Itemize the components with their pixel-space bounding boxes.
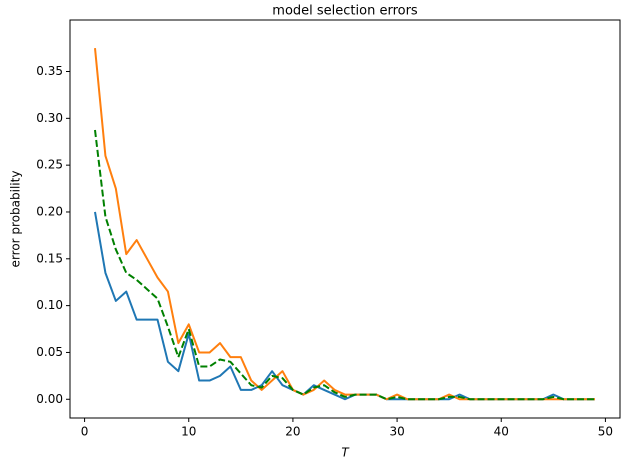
- chart-title: model selection errors: [272, 4, 418, 19]
- series-line: [94, 47, 595, 401]
- x-axis-label: T: [341, 446, 350, 460]
- series-line: [94, 129, 595, 401]
- y-tick-label: 0.25: [36, 158, 63, 172]
- x-tick-label: 0: [81, 425, 89, 439]
- y-tick-label: 0.20: [36, 204, 63, 218]
- y-tick-label: 0.10: [36, 298, 63, 312]
- x-tick-label: 30: [389, 425, 404, 439]
- y-tick-label: 0.05: [36, 345, 63, 359]
- x-tick-label: 40: [494, 425, 509, 439]
- y-tick-label: 0.15: [36, 251, 63, 265]
- x-tick-label: 50: [598, 425, 613, 439]
- x-tick-label: 20: [285, 425, 300, 439]
- plot-frame: [69, 19, 621, 419]
- x-tick-label: 10: [181, 425, 196, 439]
- y-axis-label: error probability: [9, 171, 23, 268]
- y-tick-label: 0.30: [36, 111, 63, 125]
- y-tick-label: 0.35: [36, 64, 63, 78]
- y-tick-label: 0.00: [36, 392, 63, 406]
